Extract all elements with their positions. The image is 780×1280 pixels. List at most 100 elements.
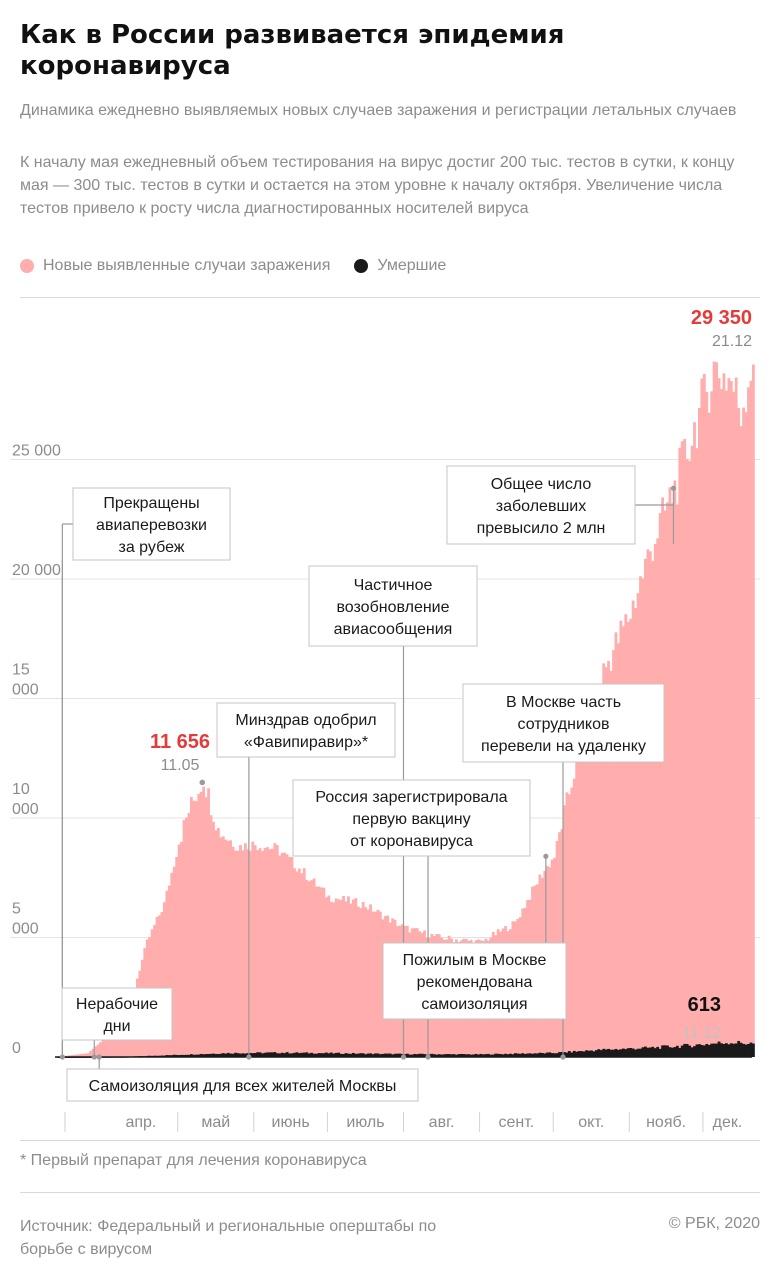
y-tick-label: 000 xyxy=(12,921,39,938)
death-bar xyxy=(612,1049,615,1057)
death-bar xyxy=(187,1054,191,1057)
case-bar xyxy=(749,380,753,1057)
case-bar xyxy=(288,856,291,1057)
x-tick-label: июль xyxy=(346,1114,384,1131)
annotation-text: Самоизоляция для всех жителей Москвы xyxy=(89,1078,397,1095)
case-bar xyxy=(334,898,338,1057)
death-bar xyxy=(636,1048,640,1057)
x-tick-label: май xyxy=(201,1114,230,1131)
annotation-text: самоизоляция xyxy=(421,996,527,1013)
case-bar xyxy=(653,543,657,1057)
death-bar xyxy=(720,1043,723,1057)
case-bar xyxy=(192,800,196,1057)
case-bar xyxy=(732,391,736,1057)
legend-label-cases: Новые выявленные случаи заражения xyxy=(43,257,331,274)
case-bar xyxy=(236,850,240,1057)
case-bar xyxy=(366,909,370,1057)
case-bar xyxy=(612,650,615,1057)
case-bar xyxy=(74,1054,78,1057)
peak-labels: 11 656 11.05 29 350 21.12 613 11.12 xyxy=(150,307,752,1042)
chart-description: К началу мая ежедневный объем тестирован… xyxy=(20,154,735,217)
annotation-text: возобновление xyxy=(336,599,449,616)
death-bar xyxy=(482,1054,485,1057)
death-bar xyxy=(513,1053,517,1057)
death-bar xyxy=(722,1044,726,1057)
death-bar xyxy=(509,1053,512,1057)
death-bar xyxy=(550,1053,554,1057)
case-bar xyxy=(79,1053,83,1057)
case-bar xyxy=(592,706,596,1057)
death-bar xyxy=(646,1047,650,1057)
death-bar xyxy=(216,1054,220,1057)
case-bar xyxy=(668,487,672,1057)
case-bar xyxy=(84,1053,88,1057)
case-bar xyxy=(690,445,694,1057)
death-bar xyxy=(359,1053,363,1057)
death-bar xyxy=(261,1053,264,1057)
y-tick-label: 25 000 xyxy=(12,443,61,460)
case-bar xyxy=(639,576,642,1057)
death-bar xyxy=(540,1052,544,1057)
death-bar xyxy=(459,1053,463,1057)
death-bar xyxy=(214,1053,218,1057)
death-bar xyxy=(698,1044,701,1057)
death-bar xyxy=(545,1052,549,1057)
death-bar xyxy=(717,1041,721,1057)
case-bar xyxy=(747,387,750,1057)
case-bar xyxy=(344,901,348,1057)
death-bar xyxy=(582,1051,586,1057)
case-bar xyxy=(280,853,284,1057)
case-bar xyxy=(158,915,161,1057)
death-bar xyxy=(194,1054,198,1057)
death-bar xyxy=(280,1052,284,1057)
case-bar xyxy=(342,896,345,1057)
death-bar xyxy=(656,1046,660,1057)
annotation-text: превысило 2 млн xyxy=(477,520,606,537)
death-bar xyxy=(329,1052,333,1057)
case-bar xyxy=(565,792,569,1057)
death-bar xyxy=(491,1054,495,1057)
case-bar xyxy=(202,786,206,1057)
death-bar xyxy=(288,1053,291,1057)
death-bar xyxy=(175,1054,179,1057)
death-bar xyxy=(752,1043,755,1057)
annotation-point xyxy=(425,1054,431,1060)
death-bar xyxy=(447,1054,451,1057)
case-bar xyxy=(243,843,247,1057)
death-bar xyxy=(499,1054,503,1057)
death-bar xyxy=(651,1046,655,1057)
chart-subtitle: Динамика ежедневно выявляемых новых случ… xyxy=(20,102,737,119)
case-bar xyxy=(582,743,586,1057)
annotation-box xyxy=(216,702,396,758)
death-bar xyxy=(518,1053,522,1057)
death-bar xyxy=(285,1052,289,1057)
death-bar xyxy=(536,1053,539,1057)
case-bar xyxy=(577,744,581,1057)
peak-date: 21.12 xyxy=(712,333,752,350)
death-bar xyxy=(239,1053,242,1057)
death-bar xyxy=(371,1054,375,1057)
death-bar xyxy=(310,1052,314,1057)
case-bar xyxy=(209,815,213,1057)
death-bar xyxy=(626,1048,630,1057)
case-bar xyxy=(597,685,601,1057)
case-bar xyxy=(263,847,267,1057)
death-bar xyxy=(440,1054,444,1057)
case-bar xyxy=(634,608,637,1057)
death-bar xyxy=(737,1040,741,1057)
case-bar xyxy=(285,854,289,1057)
annotation-box xyxy=(462,683,665,763)
death-bar xyxy=(486,1053,490,1057)
case-bar xyxy=(678,447,682,1057)
death-bar xyxy=(690,1047,694,1057)
case-bar xyxy=(214,830,218,1057)
death-bar xyxy=(555,1053,559,1057)
death-bar xyxy=(347,1053,350,1057)
death-bar xyxy=(376,1053,380,1057)
death-bar xyxy=(663,1045,667,1057)
case-bar xyxy=(675,504,679,1057)
death-bar xyxy=(241,1053,245,1057)
death-bar xyxy=(558,1052,561,1057)
legend: Новые выявленные случаи заражения Умерши… xyxy=(20,255,470,277)
death-bar xyxy=(305,1052,309,1057)
